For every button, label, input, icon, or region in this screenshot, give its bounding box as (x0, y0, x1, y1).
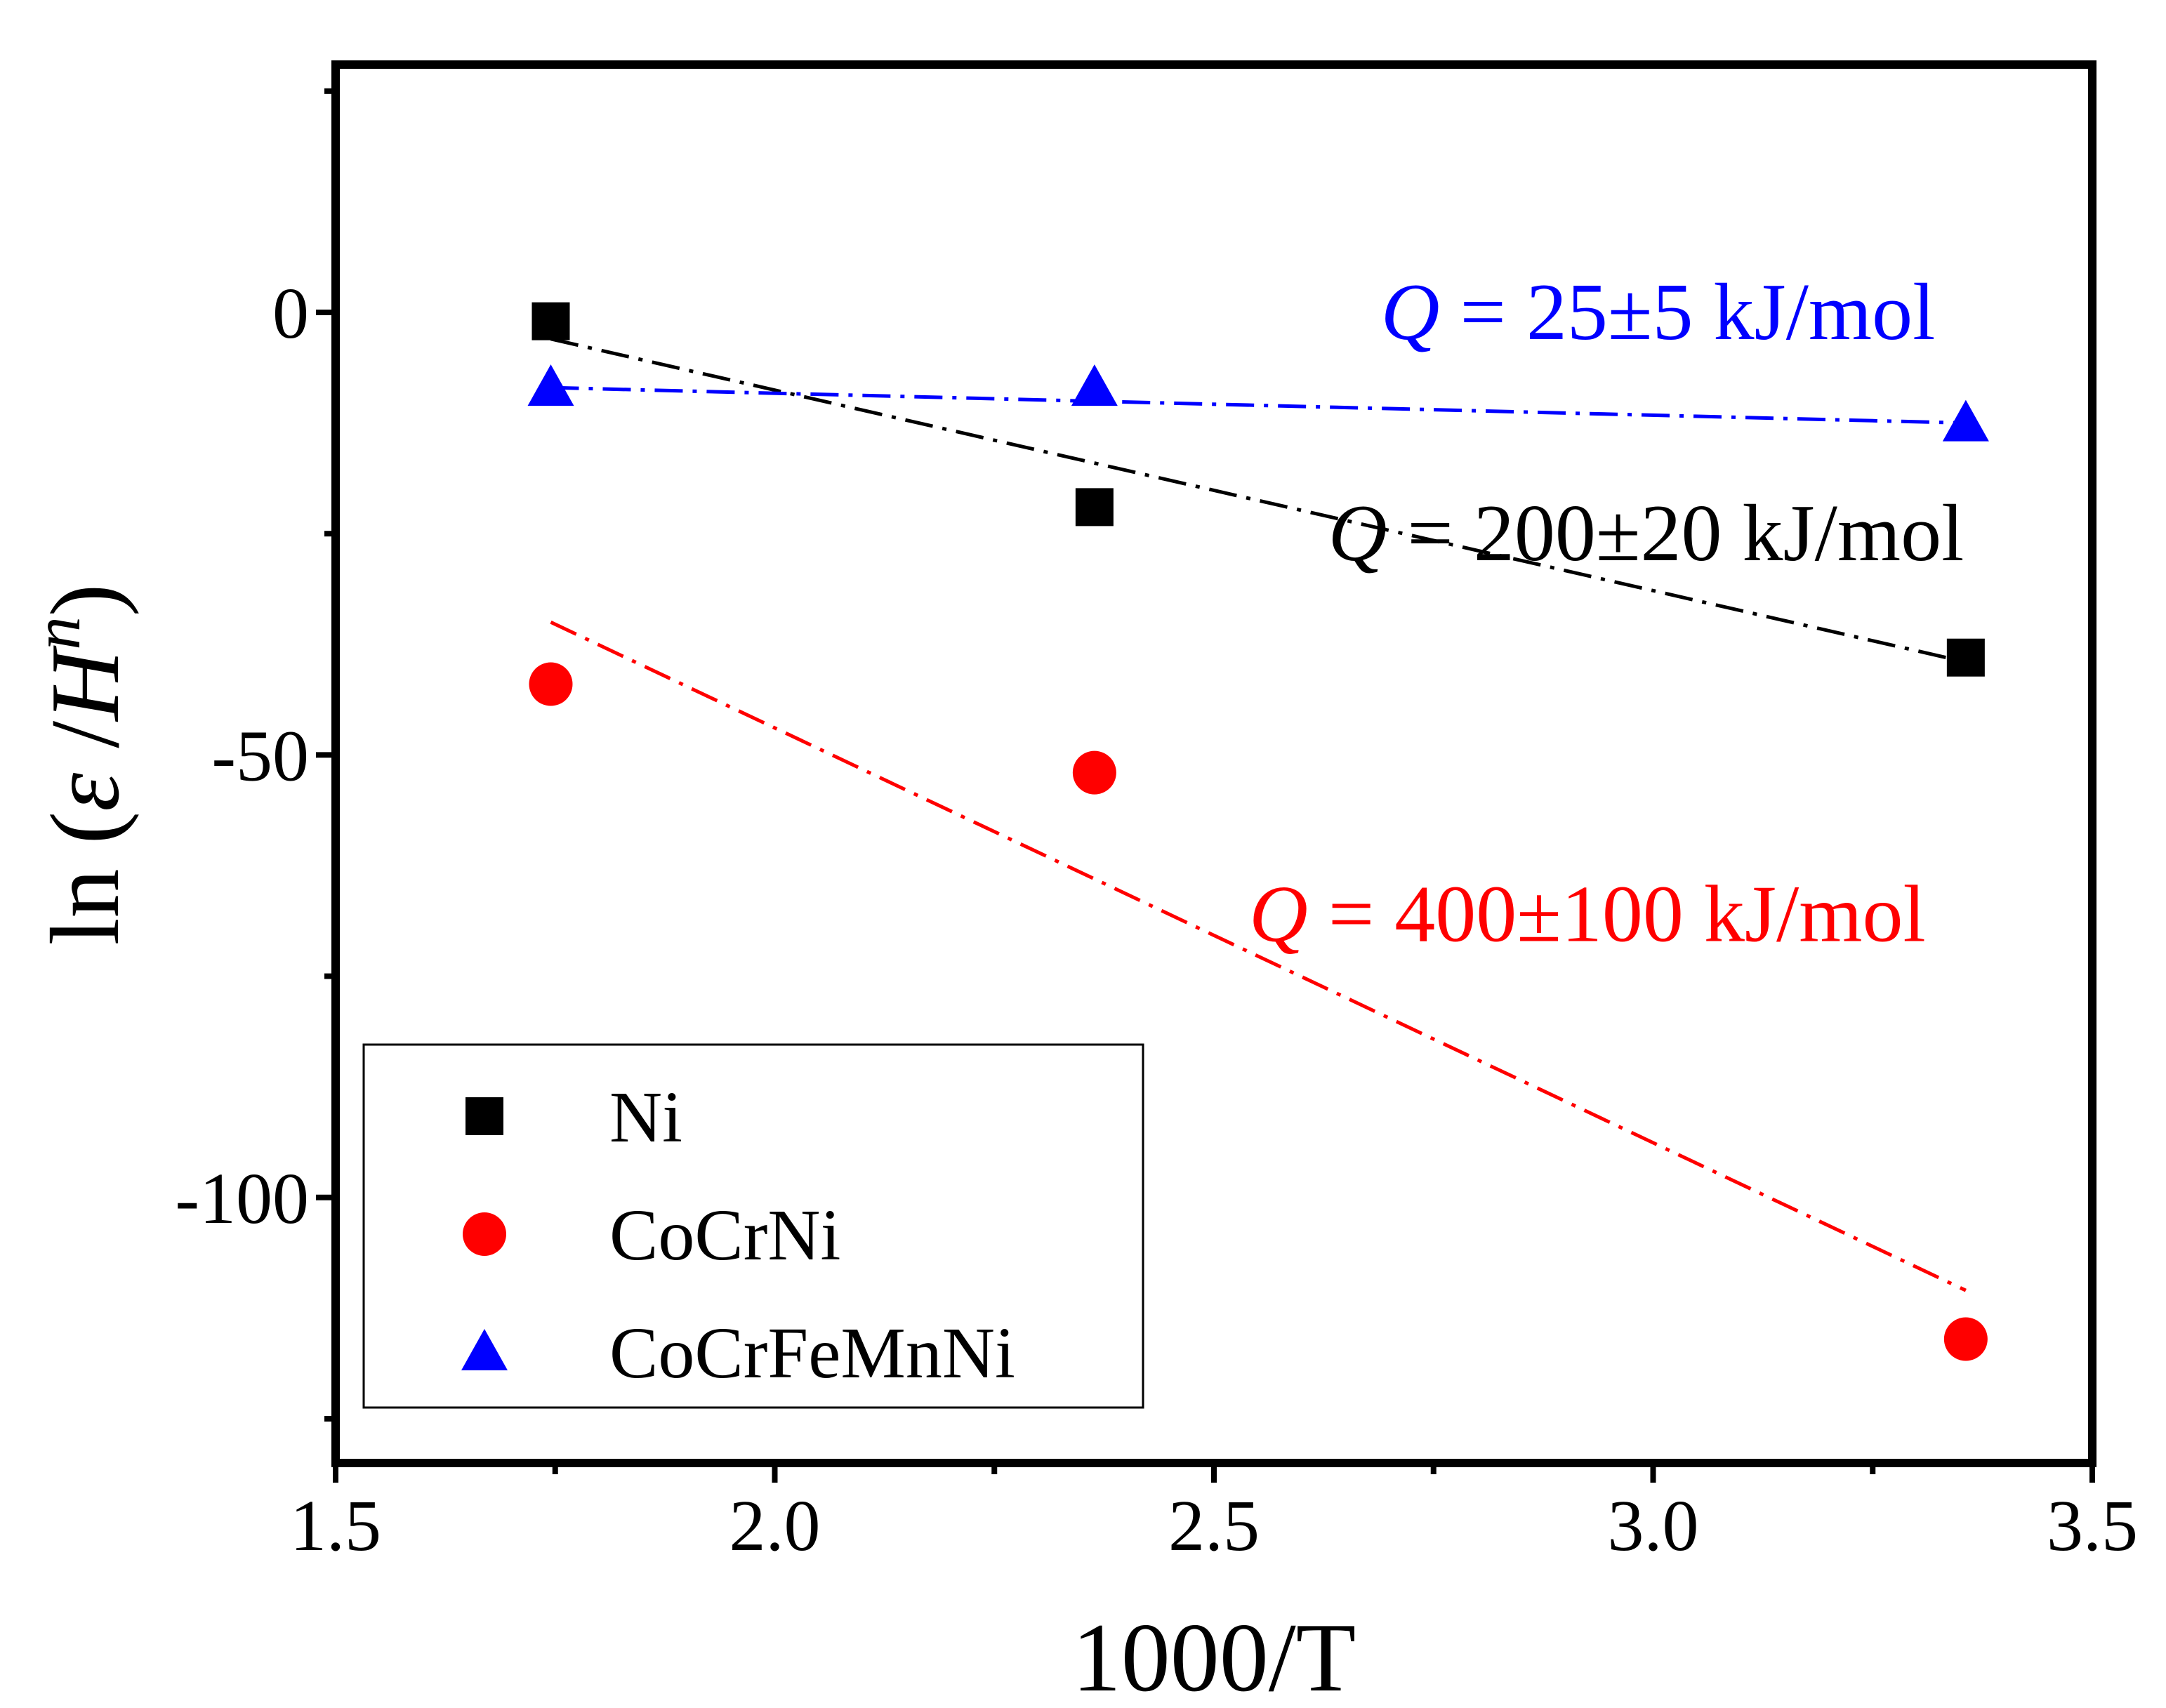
fit-line-ni (550, 337, 1967, 664)
x-tick-label: 3.0 (1608, 1485, 1699, 1566)
y-tick-label: 0 (272, 273, 309, 354)
x-tick-label: 3.5 (2047, 1485, 2138, 1566)
annotation-cocrfemnni: Q = 25±5 kJ/mol (1381, 267, 1936, 357)
data-point-cocrfemnni (1071, 364, 1118, 406)
fit-line-cocrni (550, 621, 1967, 1292)
fit-line-cocrfemnni (550, 385, 1966, 425)
legend-label-ni: Ni (609, 1077, 682, 1158)
y-axis-title-suffix: ) (31, 584, 140, 617)
annotation-text: = 25±5 kJ/mol (1439, 267, 1935, 357)
legend-marker-cocrfemnni (461, 1329, 508, 1370)
data-point-ni (1075, 488, 1114, 527)
y-axis-ticks: 0 -50 -100 (175, 88, 336, 1422)
data-point-ni (531, 302, 570, 340)
annotation-q: Q (1328, 489, 1387, 578)
data-point-cocrfemnni (1942, 399, 1989, 442)
legend-label-cocrfemnni: CoCrFeMnNi (609, 1313, 1015, 1393)
legend: Ni CoCrNi CoCrFeMnNi (362, 1043, 1144, 1409)
y-tick-label: -100 (175, 1158, 309, 1239)
annotation-q: Q (1249, 869, 1308, 959)
y-axis-title-n: n (20, 616, 94, 650)
legend-marker-cocrni (463, 1212, 506, 1256)
data-point-cocrni (1072, 750, 1116, 795)
x-axis-ticks: 1.5 2.0 2.5 3.0 3.5 (290, 1463, 2138, 1566)
x-tick-label: 2.5 (1168, 1485, 1260, 1566)
data-point-cocrni (529, 662, 573, 706)
y-axis-title-prefix: ln ( (31, 812, 140, 946)
x-axis-title: 1000/T (1072, 1603, 1356, 1708)
data-point-cocrfemnni (527, 364, 574, 406)
annotation-q: Q (1381, 267, 1440, 357)
y-axis-title-h: H (31, 645, 140, 722)
data-point-ni (1946, 638, 1985, 677)
y-axis-title-epsilon: ε (31, 772, 140, 812)
legend-label-cocrni: CoCrNi (609, 1195, 840, 1276)
legend-marker-ni (465, 1097, 503, 1135)
y-axis-title-sep: / (31, 721, 140, 773)
annotation-cocrni: Q = 400±100 kJ/mol (1249, 869, 1926, 959)
x-tick-label: 1.5 (290, 1485, 381, 1566)
fit-lines (550, 337, 1967, 1292)
data-point-cocrni (1943, 1317, 1988, 1361)
data-markers (527, 302, 1989, 1361)
annotation-text: = 200±20 kJ/mol (1387, 489, 1964, 578)
x-tick-label: 2.0 (729, 1485, 821, 1566)
y-axis-title: ln (ε /Hn) (20, 584, 140, 946)
y-tick-label: -50 (211, 715, 309, 796)
annotation-ni: Q = 200±20 kJ/mol (1328, 489, 1964, 578)
annotation-text: = 400±100 kJ/mol (1308, 869, 1926, 959)
